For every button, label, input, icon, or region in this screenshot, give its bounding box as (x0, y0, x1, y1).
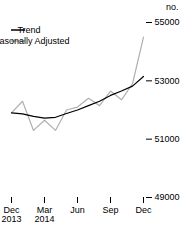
svg-text:Dec: Dec (135, 205, 152, 215)
svg-text:Trend: Trend (17, 25, 40, 35)
svg-text:51000: 51000 (155, 134, 180, 144)
svg-text:Dec2013: Dec2013 (1, 205, 21, 224)
svg-text:53000: 53000 (155, 76, 180, 86)
svg-text:no.: no. (166, 2, 179, 12)
svg-text:Mar2014: Mar2014 (34, 205, 54, 224)
svg-text:55000: 55000 (155, 17, 180, 27)
svg-text:49000: 49000 (155, 192, 180, 202)
svg-text:Seasonally Adjusted: Seasonally Adjusted (0, 36, 70, 46)
svg-text:Sep: Sep (102, 205, 118, 215)
svg-text:Jun: Jun (70, 205, 85, 215)
